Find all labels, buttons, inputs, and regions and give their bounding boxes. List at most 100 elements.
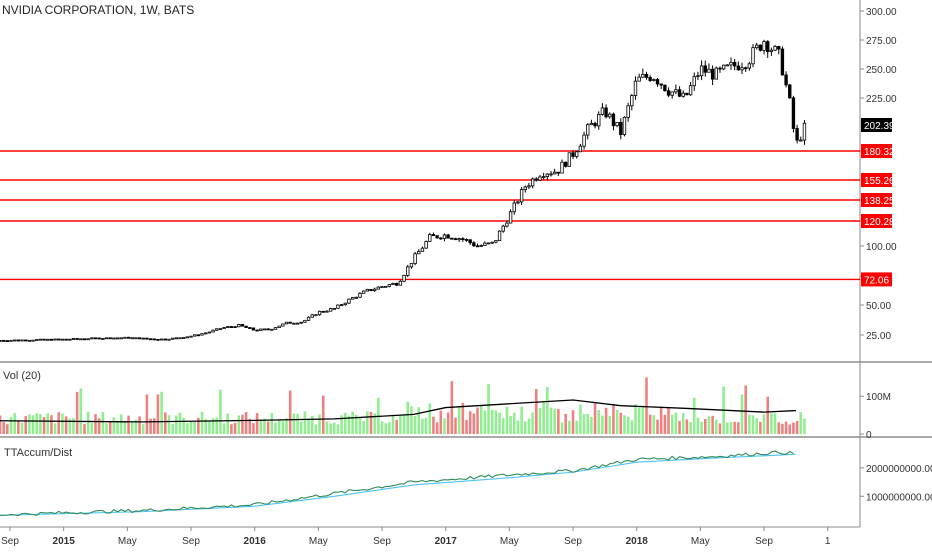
volume-bar [134,419,138,434]
candle-body [619,122,623,136]
volume-bar [494,410,498,434]
volume-bar [152,418,156,434]
volume-bar [197,417,200,434]
candle-body [409,263,414,268]
volume-bar [108,420,112,434]
volume-bar [141,424,145,434]
candle-body [788,84,792,99]
time-tick-label: May [691,536,710,547]
volume-bar [667,407,670,434]
candle-body [534,178,538,181]
candle-body [530,178,535,187]
time-tick-label: 2018 [626,536,649,547]
volume-bar [362,421,365,434]
candle-body [314,314,318,317]
volume-bar [373,413,376,434]
volume-bar [215,417,219,434]
volume-bar [241,414,244,434]
volume-bar [171,423,174,434]
time-tick-label: May [118,536,137,547]
candle-body [101,338,105,340]
candle-body [802,122,807,141]
candle-body [86,338,90,341]
candle-body [130,337,134,340]
volume-bar [402,413,406,434]
candle-body [674,89,678,93]
candle-body [450,237,454,240]
volume-bar [384,423,387,434]
candle-body [395,283,399,286]
volume-bar [546,386,549,434]
volume-bar [318,414,321,434]
volume-bar [417,407,421,434]
candle-body [354,296,358,299]
volume-bar [391,414,395,434]
volume-bar [586,413,590,434]
level-tag [861,214,892,228]
candle-body [167,338,171,341]
candle-body [71,338,76,340]
candle-body [784,74,788,86]
volume-bar [130,421,134,434]
volume-bar [42,417,46,434]
candle-body [57,338,61,341]
volume-bar [626,416,630,434]
candle-body [681,92,685,97]
candle-body [347,298,351,304]
candle-body [20,339,24,342]
time-tick-label: Sep [373,536,391,547]
candle-body [82,338,87,341]
price-tick-label: 100.00 [866,242,897,253]
candle-body [732,61,737,67]
volume-bar [612,403,615,434]
level-label: 120.28 [864,217,895,228]
volume-bar [303,411,307,434]
volume-bar [94,414,97,434]
candle-body [688,85,693,96]
volume-bar [689,421,692,434]
candle-body [24,339,28,342]
candle-body [53,338,57,341]
volume-bar [630,420,634,434]
volume-bar [193,421,196,434]
candle-body [571,152,575,157]
candle-body [295,322,300,325]
time-tick-label: May [500,536,519,547]
candle-body [215,328,219,331]
volume-bar [553,408,556,434]
candle-body [758,44,763,51]
volume-bar [751,415,755,434]
candle-body [505,222,509,227]
volume-bar [2,422,5,434]
volume-bar [123,421,127,434]
price-tick-label: 300.00 [866,7,897,18]
volume-bar [564,413,567,434]
candle-body [659,83,663,86]
volume-bar [623,415,626,434]
volume-bar [208,421,211,434]
volume-bar [332,422,336,434]
volume-bar [399,414,402,434]
candle-body [527,185,531,188]
candle-body [703,65,707,73]
candle-body [1,340,6,342]
candle-body [104,337,109,340]
candle-body [90,337,94,340]
volume-bar [523,421,527,434]
volume-bar [696,417,700,434]
accum-tick-label: 1000000000.0000 [866,492,932,503]
volume-bar [53,423,57,434]
volume-bar [406,401,410,434]
volume-bar [512,412,516,434]
volume-bar [498,412,501,434]
candle-body [387,284,392,287]
candle-body [240,324,245,327]
candle-body [630,95,634,107]
volume-bar [351,411,354,434]
volume-bar [200,411,204,434]
volume-bar [421,418,424,434]
volume-bar [681,413,685,434]
accum-tick-label: 2000000000.0000 [866,464,932,475]
